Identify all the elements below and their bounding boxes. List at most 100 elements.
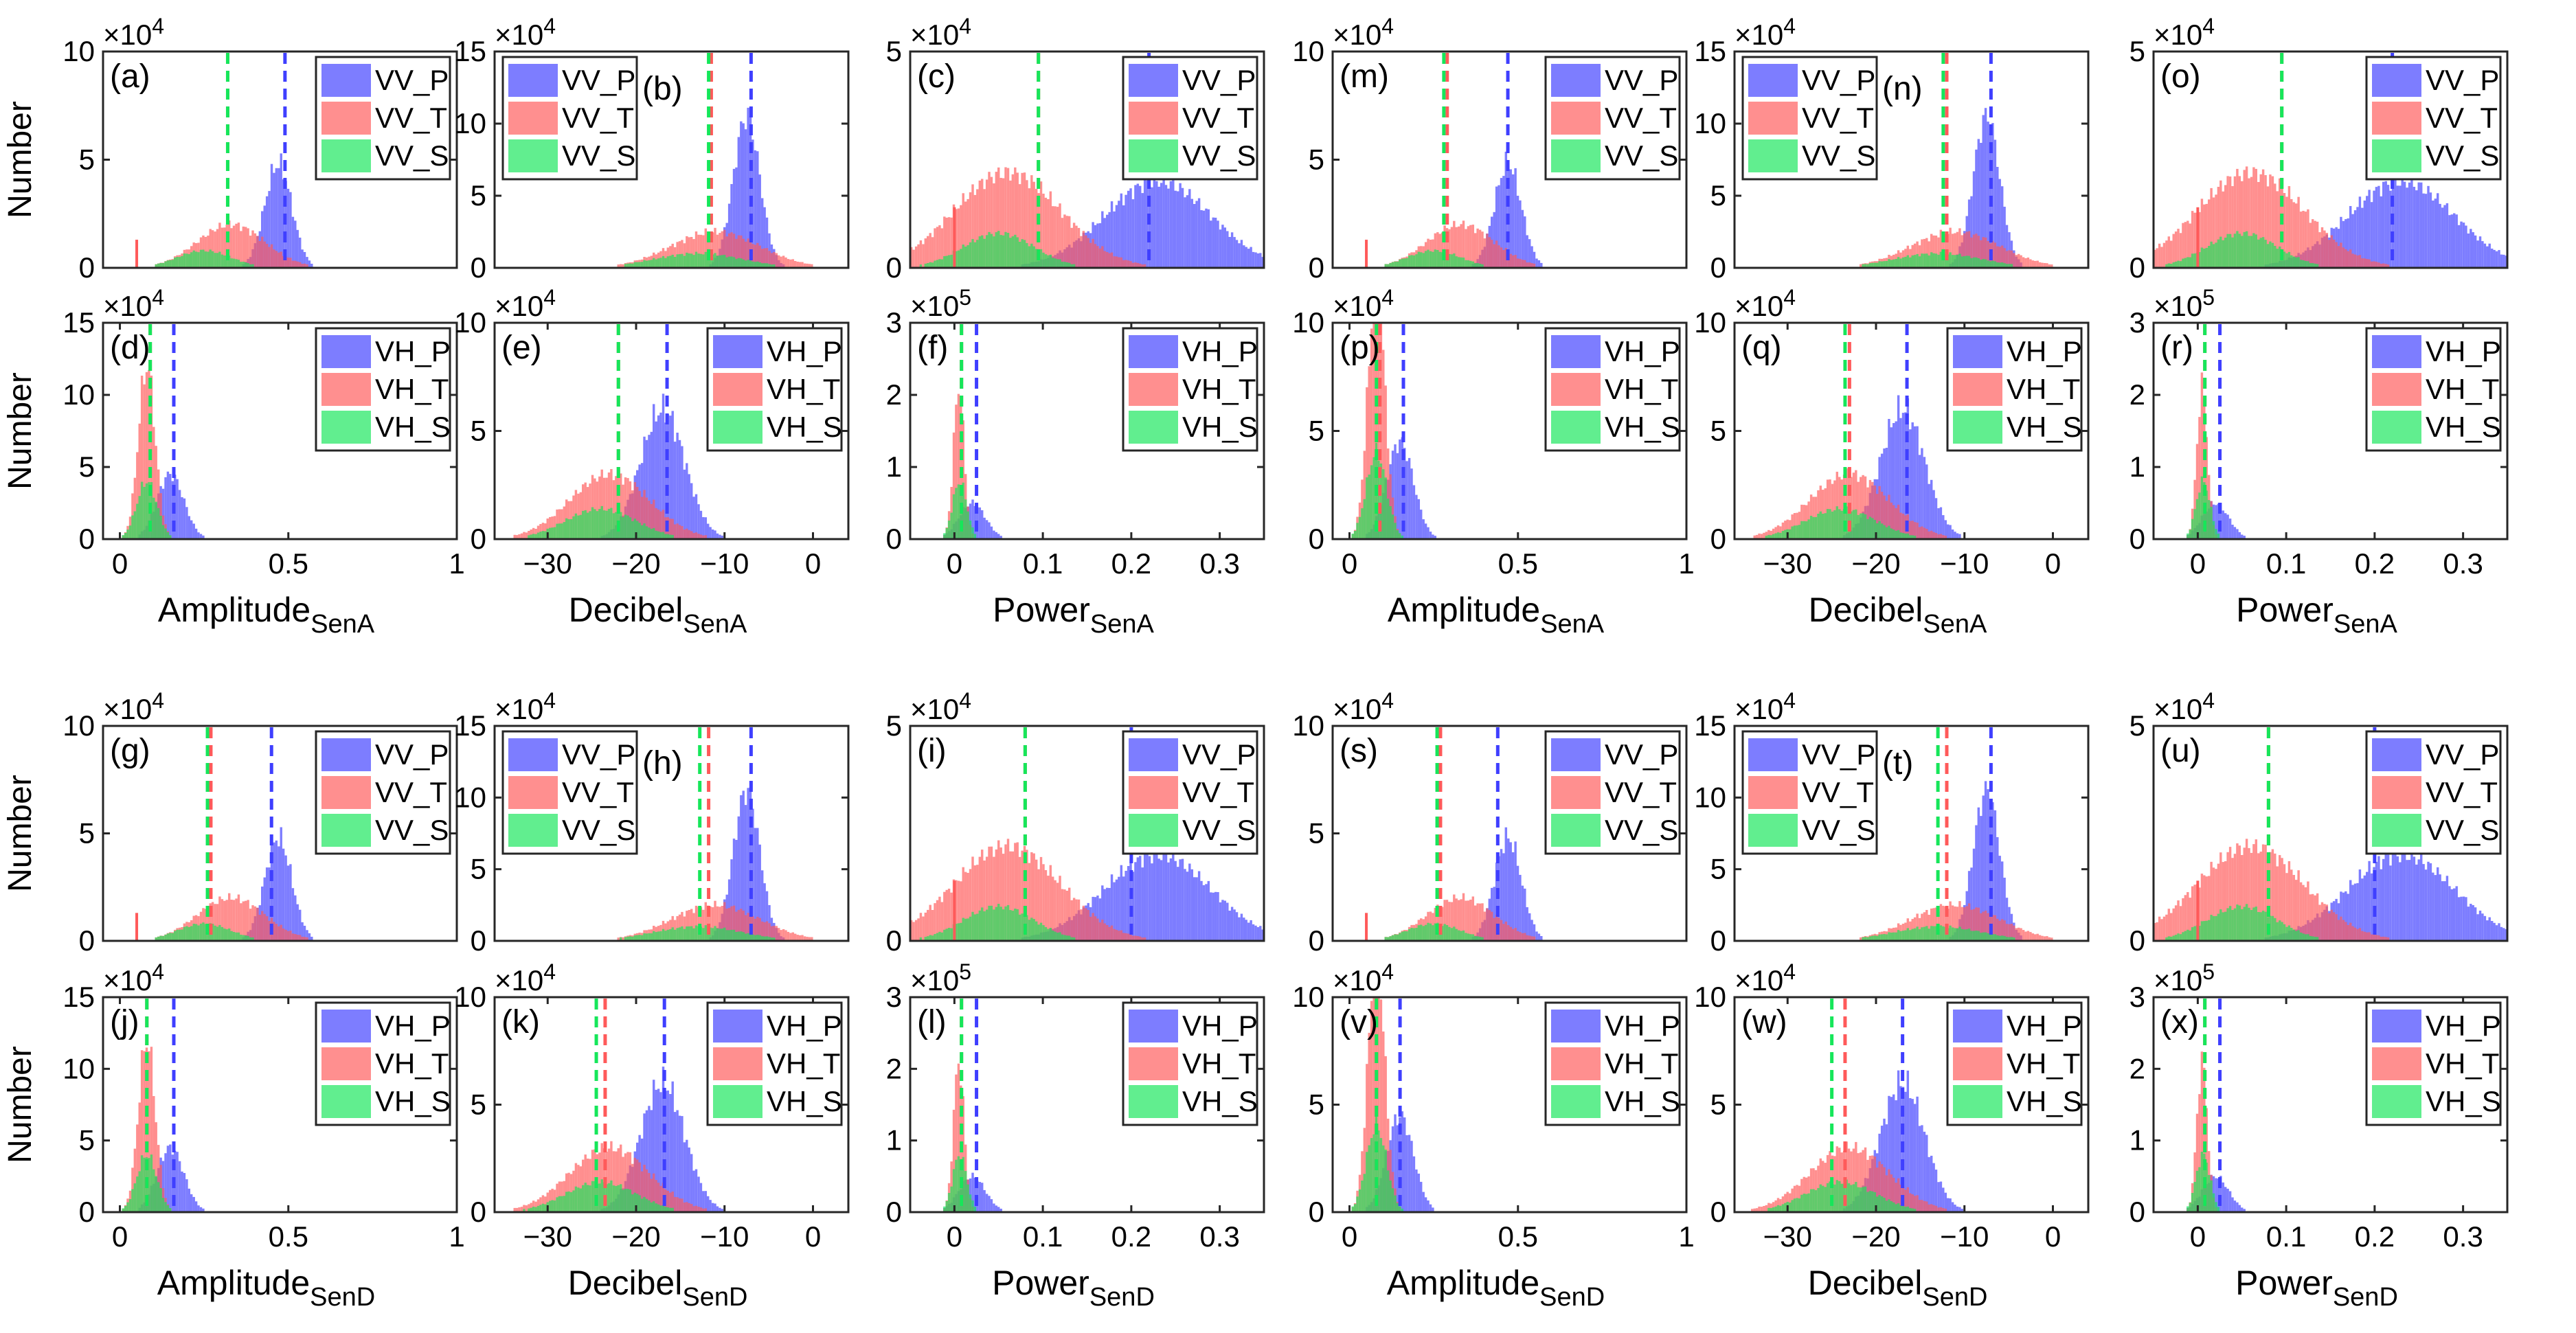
hist-bar-P: [985, 1194, 988, 1212]
hist-bar-P: [754, 828, 757, 941]
hist-bar-S: [995, 907, 998, 941]
hist-bar-S: [1928, 928, 1930, 941]
y-tick-label: 10: [63, 35, 95, 67]
hist-bar-S: [2292, 929, 2296, 941]
hist-bar-S: [1770, 535, 1772, 539]
hist-bar-P: [1129, 188, 1132, 268]
x-tick-label: −10: [700, 547, 749, 580]
hist-bar-S: [1765, 536, 1768, 539]
histogram: [943, 394, 1002, 539]
hist-bar-S: [1893, 259, 1895, 268]
hist-bar-P: [1934, 1170, 1938, 1212]
hist-bar-T: [525, 1205, 528, 1212]
hist-bar-S: [735, 932, 738, 941]
hist-bar-S: [967, 918, 969, 941]
hist-bar-T: [2193, 885, 2196, 941]
hist-bar-S: [1880, 934, 1884, 941]
hist-bar-S: [1930, 926, 1933, 941]
hist-bar-P: [995, 532, 998, 539]
hist-bar-T: [513, 1207, 516, 1212]
hist-bar-S: [650, 933, 653, 941]
x-tick-label: 1: [1678, 547, 1694, 580]
hist-bar-T: [988, 172, 991, 268]
hist-bar-S: [136, 503, 139, 539]
hist-bar-T: [1909, 1193, 1912, 1212]
series-S: [1862, 251, 2013, 268]
hist-bar-P: [1177, 867, 1179, 941]
hist-bar-T: [2274, 853, 2276, 941]
hist-bar-P: [1233, 237, 1236, 268]
hist-bar-T: [2261, 844, 2265, 941]
hist-bar-P: [1261, 257, 1264, 268]
hist-bar-S: [1467, 933, 1470, 941]
hist-bar-S: [1897, 529, 1900, 539]
hist-bar-S: [969, 1194, 972, 1212]
hist-bar-T: [2226, 176, 2229, 268]
hist-bar-T: [1120, 930, 1123, 941]
hist-bar-T: [1958, 901, 1961, 941]
hist-bar-T: [532, 1200, 535, 1212]
hist-bar-T: [2358, 928, 2362, 941]
hist-bar-S: [2191, 519, 2194, 539]
hist-bar-S: [681, 253, 683, 268]
hist-bar-T: [520, 533, 523, 539]
series-S: [919, 904, 1076, 941]
hist-bar-P: [1256, 253, 1260, 268]
hist-bar-T: [1139, 263, 1142, 268]
hist-bar-P: [1254, 925, 1257, 941]
hist-bar-S: [714, 926, 716, 941]
hist-bar-T: [910, 920, 913, 941]
hist-bar-P: [702, 1191, 705, 1212]
hist-bar-T: [940, 902, 944, 941]
hist-bar-T: [1779, 1199, 1782, 1212]
hist-bar-S: [742, 932, 745, 941]
panel-label: (w): [1741, 1004, 1787, 1040]
histogram: [1751, 1070, 1964, 1212]
hist-bar-S: [1864, 264, 1867, 268]
hist-bar-S: [666, 1207, 670, 1212]
hist-bar-S: [228, 928, 231, 941]
hist-bar-S: [1906, 928, 1910, 941]
legend: VV_PVV_TVV_S: [501, 56, 638, 181]
hist-bar-P: [1937, 1182, 1940, 1212]
axis-exponent: ×104: [103, 285, 164, 322]
hist-bar-S: [1826, 509, 1829, 539]
hist-bar-S: [655, 932, 657, 941]
hist-bar-S: [169, 1208, 172, 1212]
hist-bar-T: [1379, 999, 1383, 1212]
hist-bar-S: [2255, 907, 2258, 941]
hist-bar-P: [2403, 852, 2406, 941]
hist-bar-S: [1399, 260, 1401, 268]
hist-bar-T: [914, 246, 918, 268]
hist-bar-S: [199, 923, 203, 941]
hist-bar-S: [558, 1196, 561, 1212]
histogram: [910, 167, 1264, 268]
hist-bar-S: [1909, 535, 1912, 539]
hist-bar-T: [1483, 238, 1487, 268]
hist-bar-T: [605, 477, 608, 539]
hist-bar-P: [2342, 892, 2345, 941]
hist-bar-S: [2191, 1193, 2194, 1212]
hist-bar-P: [1110, 201, 1114, 268]
x-tick-label: −20: [611, 1220, 660, 1253]
hist-bar-T: [294, 260, 297, 268]
hist-bar-T: [600, 469, 603, 539]
hist-bar-S: [1906, 533, 1910, 539]
hist-bar-S: [1458, 930, 1460, 941]
hist-bar-T: [1755, 534, 1759, 539]
y-tick-label: 3: [886, 306, 902, 339]
hist-bar-T: [636, 1159, 639, 1212]
hist-bar-P: [754, 150, 757, 268]
hist-bar-T: [2038, 262, 2042, 268]
hist-bar-T: [2041, 262, 2044, 268]
hist-bar-T: [2356, 928, 2359, 941]
hist-bar-S: [971, 239, 974, 268]
hist-bar-T: [1141, 264, 1144, 268]
hist-bar-S: [2219, 236, 2222, 268]
exponent-power: 4: [1783, 688, 1796, 713]
x-axis-label: AmplitudeSenD: [1387, 1264, 1605, 1312]
panel-label: (q): [1741, 330, 1782, 366]
hist-bar-T: [1460, 224, 1462, 268]
x-tick-label: 0.3: [2443, 1220, 2483, 1253]
hist-bar-P: [2236, 1202, 2239, 1212]
